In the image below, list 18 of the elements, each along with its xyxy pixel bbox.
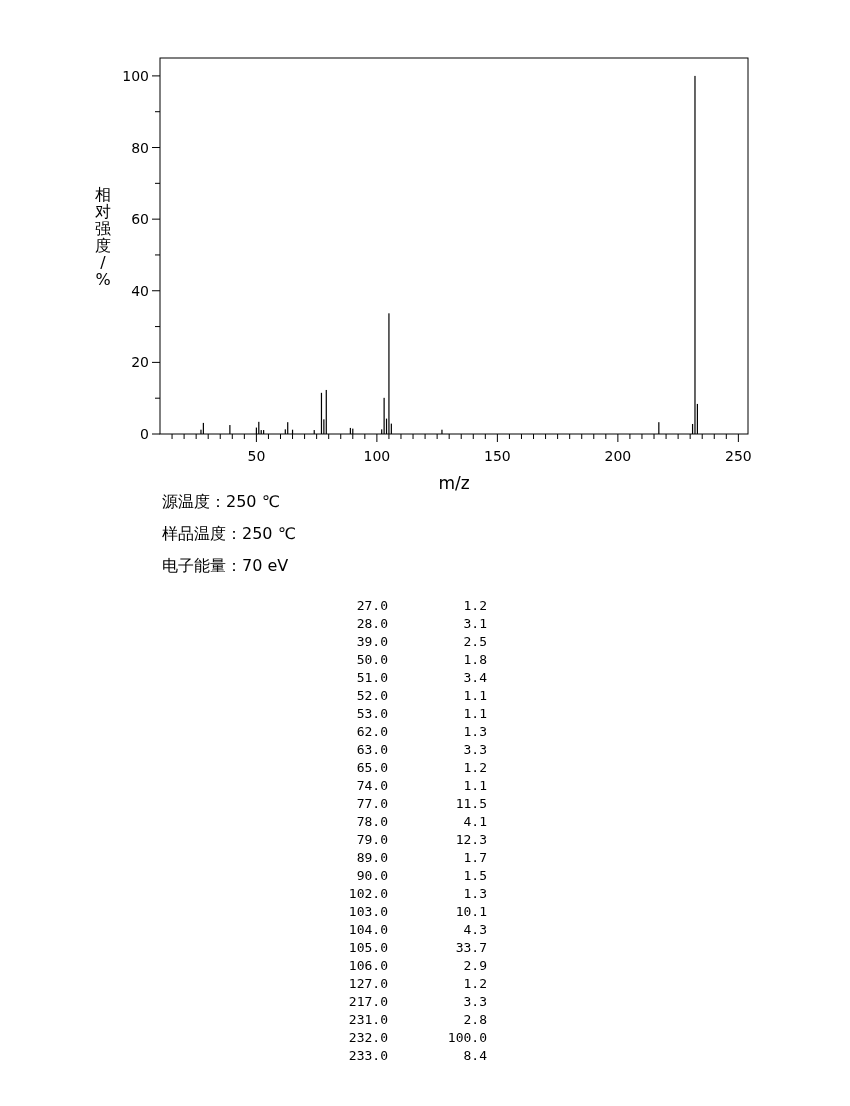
plot: 50 100 150 200 250 0 20 40 60 80 100: [122, 57, 752, 464]
text: 电子能量：70 eV: [162, 556, 289, 575]
y-tick-label: 60: [131, 211, 149, 228]
text: 样品温度：250 ℃: [162, 524, 296, 543]
x-tick-label: 50: [247, 448, 266, 464]
x-tick-label: 250: [724, 448, 752, 464]
y-tick-label: 80: [131, 139, 149, 156]
y-axis-title: 相对强度/%: [95, 185, 111, 289]
data-table: 27.0 1.2 28.0 3.1 39.0 2.5 50.0 1.8 51.0 3.4 52.0 1.1 53.0 1.1 62.0 1.3 63.0 3.3 65.0 1.2 74.0 1.1 77.0 11.5 78.0 4.1 79.0 12.3 89.0 1.7 90.0 1.5 102.0 1.3 103.0 10.1 104.0 4.3 105.0 33.7 106.0 2.9 127.0 1.2 217.0 3.3 231.0 2.8 232.0 100.0 233.0 8.4: [348, 598, 487, 1063]
x-tick-label: 100: [363, 448, 391, 464]
x-tick-label: 150: [484, 448, 511, 464]
y-tick-label: 0: [140, 426, 149, 442]
y-tick-label: 40: [131, 282, 149, 299]
x-axis-title: m/z: [438, 473, 470, 493]
y-tick-label: 20: [131, 354, 149, 371]
x-tick-label: 200: [604, 448, 632, 464]
text: 源温度：250 ℃: [162, 492, 280, 511]
y-tick-label: 100: [122, 67, 149, 84]
